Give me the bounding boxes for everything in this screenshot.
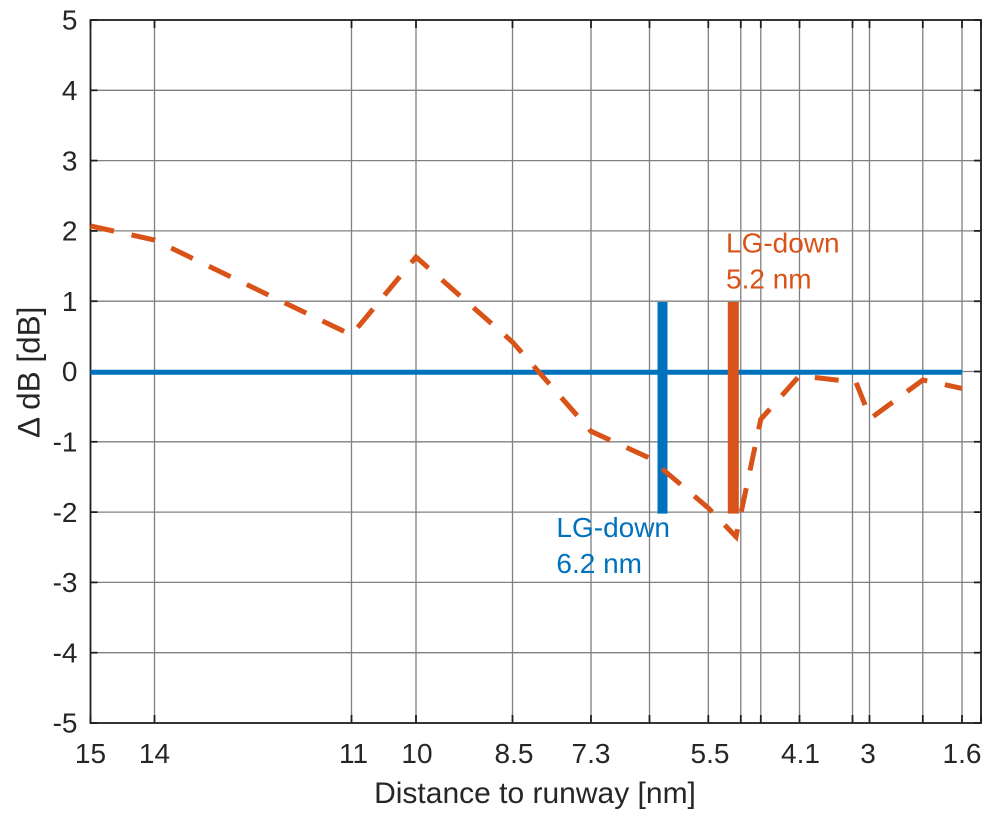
svg-text:-3: -3 [53, 567, 78, 598]
svg-text:4.1: 4.1 [781, 738, 820, 769]
svg-text:4: 4 [62, 75, 78, 106]
svg-text:15: 15 [75, 738, 106, 769]
svg-text:-4: -4 [53, 637, 78, 668]
svg-text:8.5: 8.5 [495, 738, 534, 769]
svg-text:-5: -5 [53, 708, 78, 739]
svg-text:6.2 nm: 6.2 nm [556, 548, 642, 579]
svg-text:10: 10 [401, 738, 432, 769]
svg-text:5: 5 [62, 5, 78, 36]
svg-text:3: 3 [860, 738, 876, 769]
svg-text:-1: -1 [53, 427, 78, 458]
svg-text:1.6: 1.6 [943, 738, 982, 769]
svg-text:14: 14 [139, 738, 170, 769]
svg-text:0: 0 [62, 356, 78, 387]
svg-text:5.5: 5.5 [691, 738, 730, 769]
svg-text:LG-down: LG-down [726, 228, 840, 259]
svg-text:Δ dB [dB]: Δ dB [dB] [11, 307, 47, 438]
svg-text:5.2 nm: 5.2 nm [726, 264, 812, 295]
svg-text:7.3: 7.3 [572, 738, 611, 769]
svg-text:LG-down: LG-down [556, 512, 670, 543]
svg-text:-2: -2 [53, 497, 78, 528]
svg-text:Distance to runway [nm]: Distance to runway [nm] [374, 777, 696, 810]
svg-text:3: 3 [62, 145, 78, 176]
svg-text:2: 2 [62, 216, 78, 247]
svg-text:11: 11 [339, 738, 368, 769]
svg-text:1: 1 [62, 286, 78, 317]
